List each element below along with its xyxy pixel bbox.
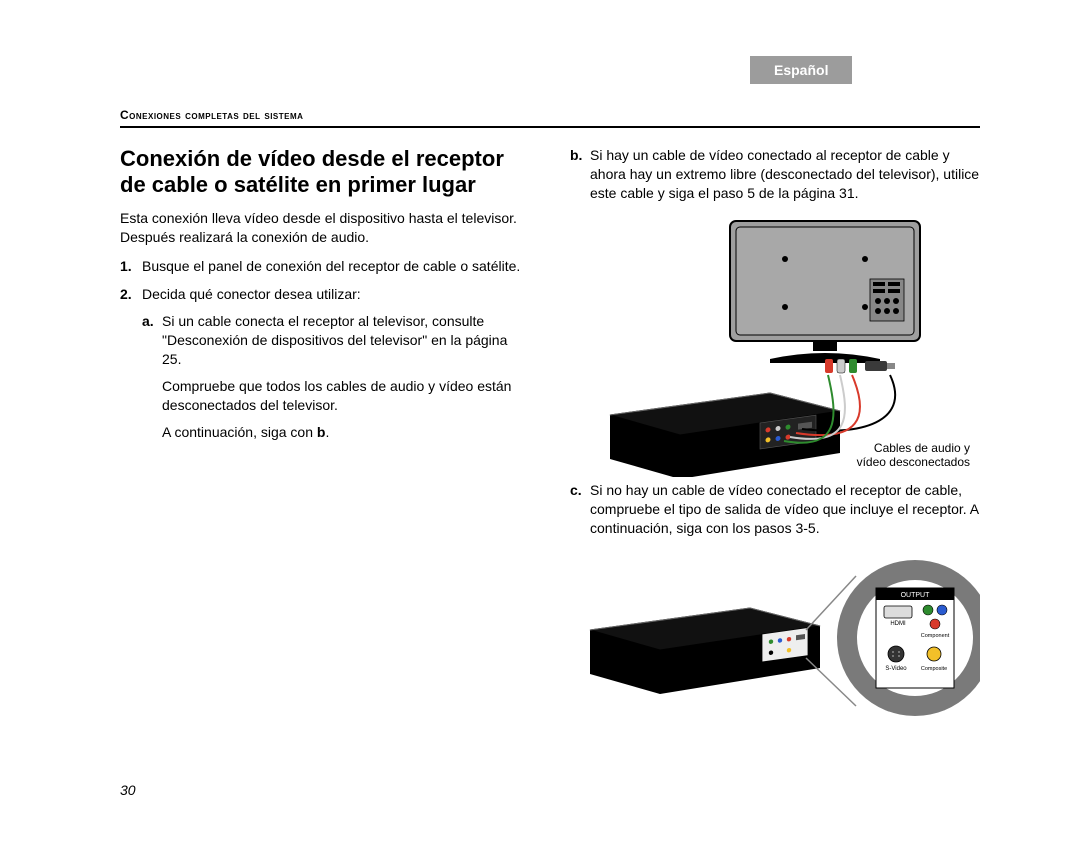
diagram-tv-receiver: Cables de audio y vídeo desconectados (570, 217, 980, 470)
step-1-label: 1. (120, 257, 142, 276)
port-hdmi-label: HDMI (890, 621, 906, 627)
panel-output-label: OUTPUT (901, 592, 931, 599)
step-2c: c. Si no hay un cable de vídeo conectado… (570, 481, 980, 538)
step-2a-then-period: . (325, 424, 329, 440)
diagram1-caption-line2: vídeo desconectados (857, 455, 970, 469)
step-2a-then-text: A continuación, siga con (162, 424, 317, 440)
step-2: 2. Decida qué conector desea utilizar: (120, 285, 530, 304)
left-column: Conexión de vídeo desde el receptor de c… (120, 146, 530, 748)
step-2a-then: A continuación, siga con b. (120, 423, 530, 442)
step-2b-text: Si hay un cable de vídeo conectado al re… (590, 146, 980, 203)
diagram1-caption-line1: Cables de audio y (874, 441, 970, 455)
page-title: Conexión de vídeo desde el receptor de c… (120, 146, 530, 199)
step-2-label: 2. (120, 285, 142, 304)
step-1-text: Busque el panel de conexión del receptor… (142, 257, 520, 276)
right-column: b. Si hay un cable de vídeo conectado al… (570, 146, 980, 748)
step-2a-label: a. (142, 312, 162, 369)
step-2-text: Decida qué conector desea utilizar: (142, 285, 361, 304)
step-2a: a. Si un cable conecta el receptor al te… (120, 312, 530, 369)
intro-text: Esta conexión lleva vídeo desde el dispo… (120, 209, 530, 247)
step-1: 1. Busque el panel de conexión del recep… (120, 257, 530, 276)
step-2a-text: Si un cable conecta el receptor al telev… (162, 312, 530, 369)
step-2b-label: b. (570, 146, 590, 203)
step-2c-label: c. (570, 481, 590, 538)
section-rule (120, 126, 980, 128)
page-number: 30 (120, 782, 136, 798)
step-2a-note: Compruebe que todos los cables de audio … (120, 377, 530, 415)
language-tab: Español (750, 56, 852, 84)
step-2b: b. Si hay un cable de vídeo conectado al… (570, 146, 980, 203)
section-header: Conexiones completas del sistema (120, 108, 980, 122)
port-component-label: Component (921, 633, 950, 639)
port-svideo-label: S-Video (885, 666, 907, 672)
diagram-receiver-zoom: OUTPUT HDMI Component (570, 548, 980, 738)
port-composite-label: Composite (921, 666, 947, 672)
step-2c-text: Si no hay un cable de vídeo conectado el… (590, 481, 980, 538)
